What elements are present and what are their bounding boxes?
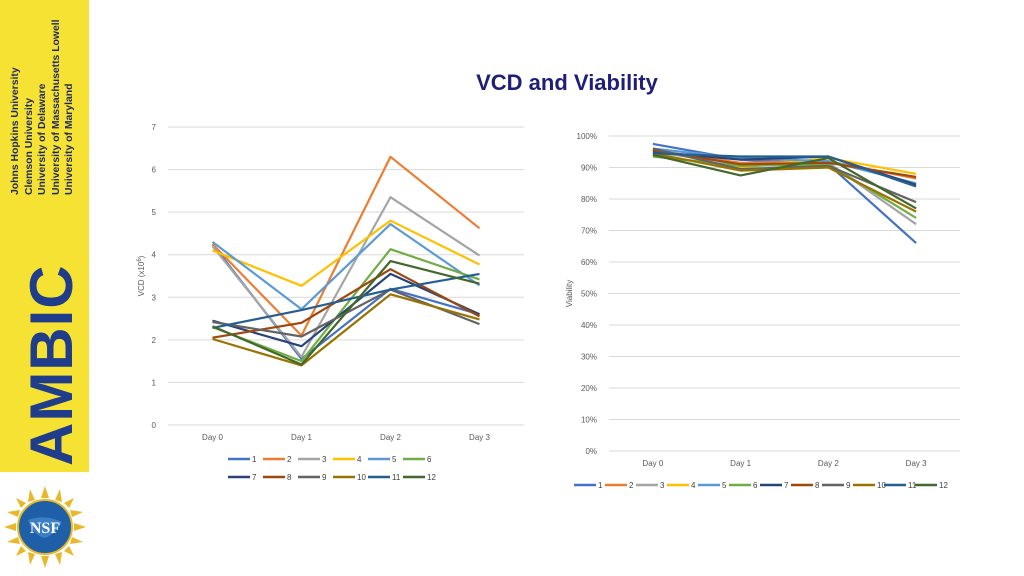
y-tick-label: 3 [152,293,157,302]
y-tick-label: 20% [581,384,597,393]
x-tick-label: Day 2 [380,433,401,442]
legend-label: 6 [753,481,758,490]
legend-label: 4 [357,455,362,464]
y-tick-label: 6 [152,166,157,175]
series-line-7 [212,272,480,348]
y-tick-label: 0 [152,421,157,430]
series-line-11 [652,152,917,188]
series-line-4 [212,219,480,287]
legend-label: 11 [392,473,401,482]
legend-label: 3 [660,481,665,490]
y-tick-label: 90% [581,164,597,173]
legend-label: 6 [427,455,432,464]
y-tick-label: 5 [152,208,157,217]
legend-label: 10 [877,481,886,490]
y-tick-label: 80% [581,195,597,204]
series-line-5 [211,223,481,311]
legend-label: 3 [322,455,327,464]
y-tick-label: 40% [581,321,597,330]
y-tick-label: 30% [581,353,597,362]
legend-label: 12 [939,481,948,490]
page-title: VCD and Viability [476,70,658,95]
y-tick-label: 0% [585,447,597,456]
y-axis-label: Viability [565,280,574,307]
y-tick-label: 1 [152,378,157,387]
sidebar-banner: Johns Hopkins University Clemson Univers… [0,0,89,472]
nsf-seal-logo: NSF [4,486,86,568]
y-tick-label: 70% [581,227,597,236]
y-axis-label: VCD (x106) [137,255,146,296]
series-line-11 [212,272,480,329]
y-tick-label: 10% [581,416,597,425]
y-tick-label: 4 [152,251,157,260]
series-line-12 [212,260,480,366]
series-line-6 [212,248,480,363]
legend-label: 9 [846,481,851,490]
legend-label: 2 [629,481,634,490]
legend-label: 8 [287,473,292,482]
legend-label: 11 [908,481,917,490]
x-tick-label: Day 0 [642,459,663,468]
legend-label: 9 [322,473,327,482]
y-tick-label: 100% [577,132,597,141]
x-tick-label: Day 0 [202,433,223,442]
legend-label: 7 [252,473,257,482]
x-tick-label: Day 3 [906,459,927,468]
viability-line-chart: 0% 10% 20% 30% 40% 50% 60% 70% 80% 90% 100% Day 0 Da… [565,132,960,490]
x-tick-label: Day 3 [469,433,490,442]
legend-label: 1 [598,481,603,490]
x-tick-label: Day 1 [291,433,312,442]
series-line-12 [652,153,917,210]
legend-label: 8 [815,481,820,490]
legend-label: 5 [722,481,727,490]
legend-label: 4 [691,481,696,490]
series-line-2 [211,155,481,337]
series-line-10 [212,293,480,367]
legend-label: 2 [287,455,292,464]
x-tick-label: Day 1 [730,459,751,468]
legend-label: 1 [252,455,257,464]
y-tick-label: 7 [152,123,157,132]
y-tick-label: 2 [152,336,157,345]
series-line-8 [652,149,917,178]
legend-label: 10 [357,473,366,482]
legend-label: 12 [427,473,436,482]
seal-text: NSF [30,520,60,537]
series-line-10 [652,152,917,213]
y-tick-label: 50% [581,290,597,299]
legend-label: 5 [392,455,397,464]
legend-label: 7 [784,481,789,490]
x-tick-label: Day 2 [818,459,839,468]
y-tick-label: 60% [581,258,597,267]
series-line-3 [211,196,481,358]
